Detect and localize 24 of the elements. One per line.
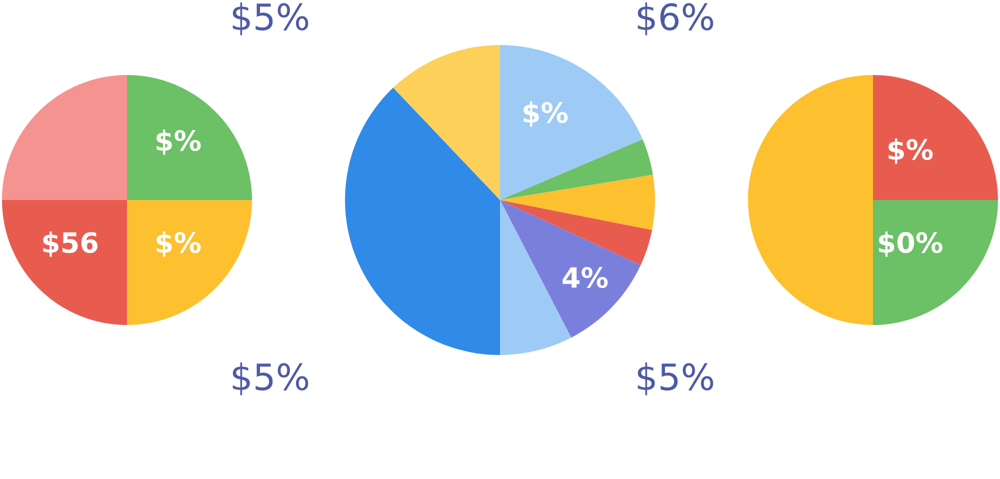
text: $56 bbox=[43, 232, 98, 257]
text: $% bbox=[156, 232, 201, 257]
text: $5% bbox=[232, 2, 308, 36]
pie-slice bbox=[500, 200, 652, 266]
pie-slice bbox=[748, 75, 873, 325]
pie-slice bbox=[500, 200, 641, 338]
pie-slice bbox=[873, 200, 998, 325]
pie-slice bbox=[500, 174, 655, 230]
pie-slice bbox=[2, 200, 127, 325]
pie-slice bbox=[127, 75, 252, 200]
text: $0% bbox=[878, 232, 942, 257]
pie-slice bbox=[873, 75, 998, 200]
text: $% bbox=[156, 130, 201, 155]
pie-slice bbox=[393, 45, 500, 200]
text: $6% bbox=[638, 2, 714, 36]
text: $% bbox=[888, 138, 933, 164]
text: $5% bbox=[232, 362, 308, 396]
text: $5% bbox=[638, 362, 714, 396]
pie-slice bbox=[500, 139, 653, 200]
pie-slice bbox=[127, 200, 252, 325]
text: $% bbox=[524, 102, 568, 127]
pie-slice bbox=[345, 88, 500, 355]
pie-slice bbox=[2, 75, 127, 200]
text: 4% bbox=[562, 267, 608, 288]
